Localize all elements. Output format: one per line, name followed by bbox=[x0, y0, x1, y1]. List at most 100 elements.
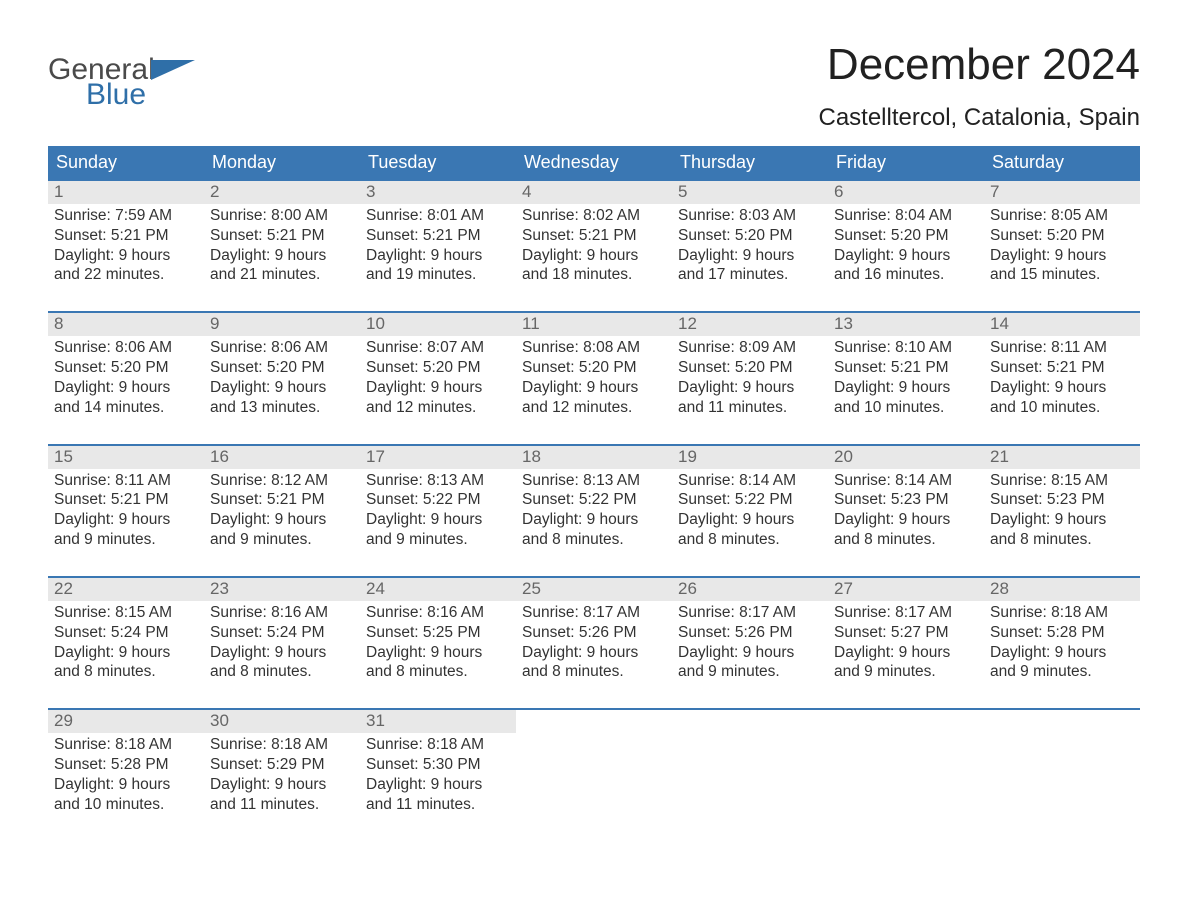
day-number: 3 bbox=[360, 181, 516, 204]
calendar-day: 19Sunrise: 8:14 AMSunset: 5:22 PMDayligh… bbox=[672, 446, 828, 554]
day-d2: and 9 minutes. bbox=[210, 530, 354, 550]
day-details: Sunrise: 8:17 AMSunset: 5:27 PMDaylight:… bbox=[828, 601, 984, 682]
day-d1: Daylight: 9 hours bbox=[210, 378, 354, 398]
day-d2: and 9 minutes. bbox=[834, 662, 978, 682]
day-d1: Daylight: 9 hours bbox=[54, 246, 198, 266]
day-d1: Daylight: 9 hours bbox=[522, 378, 666, 398]
day-d1: Daylight: 9 hours bbox=[54, 775, 198, 795]
day-details: Sunrise: 8:03 AMSunset: 5:20 PMDaylight:… bbox=[672, 204, 828, 285]
day-sunrise: Sunrise: 8:12 AM bbox=[210, 471, 354, 491]
calendar-day: 28Sunrise: 8:18 AMSunset: 5:28 PMDayligh… bbox=[984, 578, 1140, 686]
day-d1: Daylight: 9 hours bbox=[54, 643, 198, 663]
day-sunset: Sunset: 5:21 PM bbox=[210, 226, 354, 246]
calendar-day: 1Sunrise: 7:59 AMSunset: 5:21 PMDaylight… bbox=[48, 181, 204, 289]
day-number: 14 bbox=[984, 313, 1140, 336]
calendar-day: 22Sunrise: 8:15 AMSunset: 5:24 PMDayligh… bbox=[48, 578, 204, 686]
day-sunset: Sunset: 5:30 PM bbox=[366, 755, 510, 775]
day-details: Sunrise: 8:15 AMSunset: 5:23 PMDaylight:… bbox=[984, 469, 1140, 550]
weeks-container: 1Sunrise: 7:59 AMSunset: 5:21 PMDaylight… bbox=[48, 179, 1140, 819]
day-d2: and 13 minutes. bbox=[210, 398, 354, 418]
day-d2: and 17 minutes. bbox=[678, 265, 822, 285]
logo-text: General Blue bbox=[48, 56, 155, 109]
day-sunrise: Sunrise: 8:17 AM bbox=[678, 603, 822, 623]
day-sunrise: Sunrise: 7:59 AM bbox=[54, 206, 198, 226]
day-d1: Daylight: 9 hours bbox=[990, 378, 1134, 398]
day-sunset: Sunset: 5:23 PM bbox=[990, 490, 1134, 510]
day-sunrise: Sunrise: 8:09 AM bbox=[678, 338, 822, 358]
day-details: Sunrise: 8:07 AMSunset: 5:20 PMDaylight:… bbox=[360, 336, 516, 417]
day-sunset: Sunset: 5:20 PM bbox=[54, 358, 198, 378]
day-d2: and 9 minutes. bbox=[54, 530, 198, 550]
day-sunrise: Sunrise: 8:13 AM bbox=[522, 471, 666, 491]
day-sunrise: Sunrise: 8:11 AM bbox=[990, 338, 1134, 358]
calendar-day: 9Sunrise: 8:06 AMSunset: 5:20 PMDaylight… bbox=[204, 313, 360, 421]
day-sunset: Sunset: 5:22 PM bbox=[366, 490, 510, 510]
day-details: Sunrise: 8:14 AMSunset: 5:23 PMDaylight:… bbox=[828, 469, 984, 550]
calendar-day: 31Sunrise: 8:18 AMSunset: 5:30 PMDayligh… bbox=[360, 710, 516, 818]
day-number: 29 bbox=[48, 710, 204, 733]
logo: General Blue bbox=[48, 56, 195, 109]
day-d2: and 12 minutes. bbox=[522, 398, 666, 418]
day-details: Sunrise: 8:18 AMSunset: 5:29 PMDaylight:… bbox=[204, 733, 360, 814]
day-sunset: Sunset: 5:21 PM bbox=[990, 358, 1134, 378]
weekday-header: Monday bbox=[204, 146, 360, 179]
day-details: Sunrise: 8:06 AMSunset: 5:20 PMDaylight:… bbox=[48, 336, 204, 417]
day-sunrise: Sunrise: 8:14 AM bbox=[834, 471, 978, 491]
day-sunrise: Sunrise: 8:14 AM bbox=[678, 471, 822, 491]
day-details: Sunrise: 8:13 AMSunset: 5:22 PMDaylight:… bbox=[360, 469, 516, 550]
day-d1: Daylight: 9 hours bbox=[990, 510, 1134, 530]
day-sunrise: Sunrise: 8:17 AM bbox=[522, 603, 666, 623]
day-d1: Daylight: 9 hours bbox=[54, 378, 198, 398]
calendar-week: 29Sunrise: 8:18 AMSunset: 5:28 PMDayligh… bbox=[48, 708, 1140, 818]
calendar-day: 27Sunrise: 8:17 AMSunset: 5:27 PMDayligh… bbox=[828, 578, 984, 686]
day-sunrise: Sunrise: 8:07 AM bbox=[366, 338, 510, 358]
day-details: Sunrise: 8:10 AMSunset: 5:21 PMDaylight:… bbox=[828, 336, 984, 417]
day-details: Sunrise: 8:11 AMSunset: 5:21 PMDaylight:… bbox=[984, 336, 1140, 417]
day-sunset: Sunset: 5:21 PM bbox=[522, 226, 666, 246]
day-sunset: Sunset: 5:29 PM bbox=[210, 755, 354, 775]
day-d2: and 14 minutes. bbox=[54, 398, 198, 418]
day-details: Sunrise: 8:06 AMSunset: 5:20 PMDaylight:… bbox=[204, 336, 360, 417]
day-sunrise: Sunrise: 8:18 AM bbox=[54, 735, 198, 755]
day-number: 30 bbox=[204, 710, 360, 733]
day-number bbox=[672, 710, 828, 733]
day-sunrise: Sunrise: 8:08 AM bbox=[522, 338, 666, 358]
calendar-day: 24Sunrise: 8:16 AMSunset: 5:25 PMDayligh… bbox=[360, 578, 516, 686]
day-details: Sunrise: 8:17 AMSunset: 5:26 PMDaylight:… bbox=[516, 601, 672, 682]
day-details: Sunrise: 8:17 AMSunset: 5:26 PMDaylight:… bbox=[672, 601, 828, 682]
day-d1: Daylight: 9 hours bbox=[678, 246, 822, 266]
day-details: Sunrise: 8:16 AMSunset: 5:25 PMDaylight:… bbox=[360, 601, 516, 682]
day-d2: and 10 minutes. bbox=[54, 795, 198, 815]
day-number: 1 bbox=[48, 181, 204, 204]
day-d1: Daylight: 9 hours bbox=[990, 643, 1134, 663]
weekday-header: Thursday bbox=[672, 146, 828, 179]
day-sunrise: Sunrise: 8:11 AM bbox=[54, 471, 198, 491]
calendar: Sunday Monday Tuesday Wednesday Thursday… bbox=[48, 146, 1140, 819]
day-sunrise: Sunrise: 8:18 AM bbox=[990, 603, 1134, 623]
day-number: 17 bbox=[360, 446, 516, 469]
calendar-day bbox=[672, 710, 828, 818]
day-sunset: Sunset: 5:26 PM bbox=[522, 623, 666, 643]
calendar-day: 4Sunrise: 8:02 AMSunset: 5:21 PMDaylight… bbox=[516, 181, 672, 289]
day-d2: and 12 minutes. bbox=[366, 398, 510, 418]
day-sunrise: Sunrise: 8:10 AM bbox=[834, 338, 978, 358]
day-sunset: Sunset: 5:20 PM bbox=[678, 358, 822, 378]
day-d2: and 8 minutes. bbox=[522, 662, 666, 682]
day-d1: Daylight: 9 hours bbox=[522, 643, 666, 663]
day-sunset: Sunset: 5:21 PM bbox=[210, 490, 354, 510]
page-title: December 2024 bbox=[818, 40, 1140, 90]
day-number: 22 bbox=[48, 578, 204, 601]
day-d2: and 8 minutes. bbox=[366, 662, 510, 682]
day-d2: and 8 minutes. bbox=[54, 662, 198, 682]
weekday-header: Sunday bbox=[48, 146, 204, 179]
day-sunset: Sunset: 5:24 PM bbox=[210, 623, 354, 643]
day-number: 5 bbox=[672, 181, 828, 204]
title-block: December 2024 Castelltercol, Catalonia, … bbox=[818, 40, 1140, 132]
day-sunrise: Sunrise: 8:00 AM bbox=[210, 206, 354, 226]
day-d2: and 10 minutes. bbox=[834, 398, 978, 418]
calendar-day: 3Sunrise: 8:01 AMSunset: 5:21 PMDaylight… bbox=[360, 181, 516, 289]
day-d2: and 8 minutes. bbox=[210, 662, 354, 682]
day-details: Sunrise: 8:09 AMSunset: 5:20 PMDaylight:… bbox=[672, 336, 828, 417]
calendar-day: 12Sunrise: 8:09 AMSunset: 5:20 PMDayligh… bbox=[672, 313, 828, 421]
day-sunrise: Sunrise: 8:04 AM bbox=[834, 206, 978, 226]
